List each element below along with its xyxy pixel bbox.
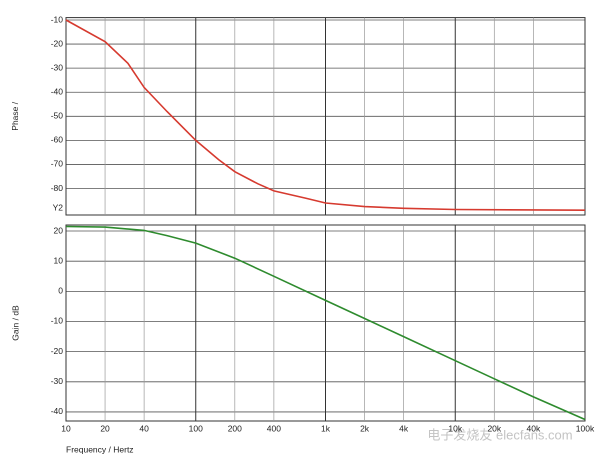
y-tick-label: -30: [51, 376, 64, 386]
x-tick-label: 1k: [321, 423, 331, 433]
x-tick-label: 400: [267, 423, 281, 433]
annotation: Y2: [53, 202, 64, 212]
x-tick-label: 10: [61, 423, 71, 433]
x-tick-label: 2k: [360, 423, 370, 433]
y-tick-label: -10: [51, 316, 64, 326]
y-tick-label: -10: [51, 14, 64, 24]
x-tick-label: 20: [100, 423, 110, 433]
x-tick-label: 20k: [487, 423, 501, 433]
y-tick-label: -20: [51, 346, 64, 356]
x-tick-label: 100: [189, 423, 203, 433]
x-tick-label: 10k: [448, 423, 462, 433]
y-tick-label: -20: [51, 38, 64, 48]
y-tick-label: -30: [51, 62, 64, 72]
x-tick-label: 200: [228, 423, 242, 433]
x-tick-label: 40k: [527, 423, 541, 433]
curve: [65, 19, 586, 211]
y-axis-label: Phase /: [10, 101, 20, 130]
y-tick-label: 20: [54, 225, 64, 235]
x-tick-label: 4k: [399, 423, 409, 433]
curve: [65, 225, 586, 421]
y-tick-label: 0: [58, 286, 63, 296]
y-tick-label: -80: [51, 183, 64, 193]
x-tick-label: 40: [139, 423, 149, 433]
y-tick-label: -70: [51, 159, 64, 169]
x-axis-label: Frequency / Hertz: [66, 444, 134, 454]
watermark: 电子发烧友 elecfans.com: [427, 427, 572, 442]
y-tick-label: -50: [51, 111, 64, 121]
y-tick-label: -60: [51, 135, 64, 145]
x-tick-label: 100k: [576, 423, 595, 433]
y-axis-label: Gain / dB: [10, 305, 20, 341]
y-tick-label: 10: [54, 255, 64, 265]
y-tick-label: -40: [51, 406, 64, 416]
y-tick-label: -40: [51, 86, 64, 96]
